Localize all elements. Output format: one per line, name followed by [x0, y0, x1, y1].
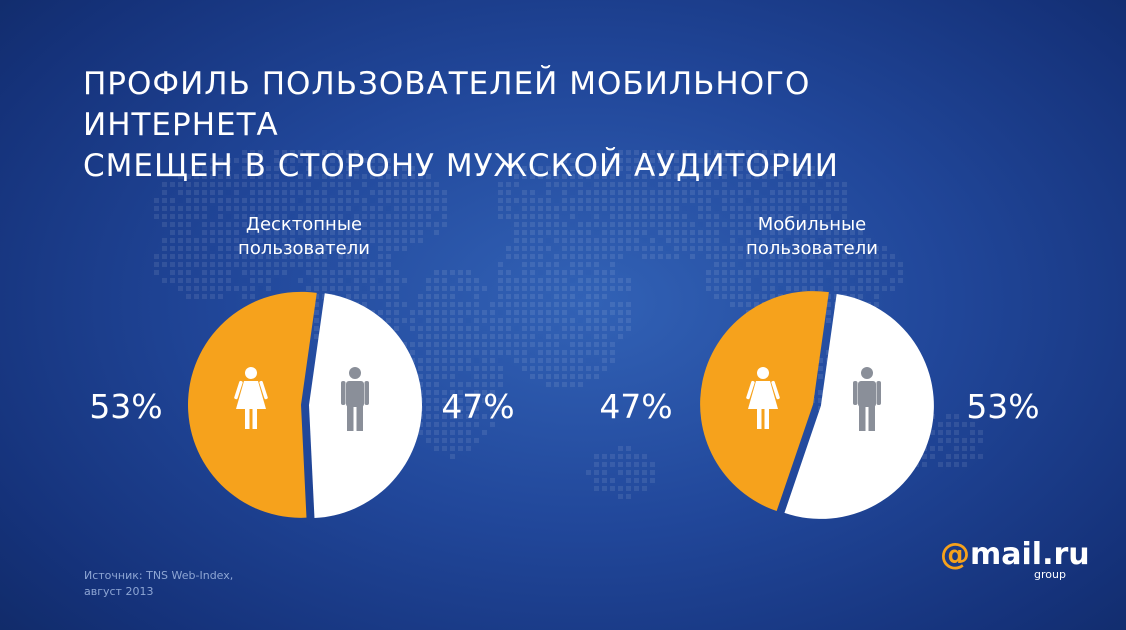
- page-title-line-2: СМЕЩЕН В СТОРОНУ МУЖСКОЙ АУДИТОРИИ: [83, 148, 839, 184]
- desktop-male-slice: [308, 293, 422, 519]
- logo-at-icon: @: [940, 537, 970, 572]
- source-note-line-2: август 2013: [84, 585, 154, 598]
- mobile-male-percent-label: 53%: [966, 387, 1039, 426]
- desktop-chart-title: Десктопные пользователи: [184, 213, 424, 261]
- logo-subtext: group: [1034, 568, 1066, 581]
- desktop-male-person-icon: [341, 367, 369, 431]
- mobile-chart-title-line-2: пользователи: [746, 238, 878, 259]
- desktop-female-percent-label: 53%: [89, 387, 162, 426]
- logo-wordmark: @mail.ru: [940, 538, 1090, 572]
- source-note: Источник: TNS Web-Index, август 2013: [84, 568, 233, 600]
- desktop-chart-title-line-1: Десктопные: [245, 214, 363, 235]
- page-title-line-1: ПРОФИЛЬ ПОЛЬЗОВАТЕЛЕЙ МОБИЛЬНОГО ИНТЕРНЕ…: [83, 66, 811, 143]
- desktop-female-person-icon: [234, 367, 268, 429]
- mobile-chart-title: Мобильные пользователи: [692, 213, 932, 261]
- desktop-chart-title-line-2: пользователи: [238, 238, 370, 259]
- mobile-female-person-icon: [746, 367, 780, 429]
- mobile-female-percent-label: 47%: [599, 387, 672, 426]
- mailru-group-logo: @mail.ru group: [940, 538, 1090, 586]
- desktop-pie-chart: 53% 47%: [89, 291, 515, 519]
- source-note-line-1: Источник: TNS Web-Index,: [84, 569, 234, 582]
- mobile-chart-title-line-1: Мобильные: [757, 214, 867, 235]
- page-title: ПРОФИЛЬ ПОЛЬЗОВАТЕЛЕЙ МОБИЛЬНОГО ИНТЕРНЕ…: [83, 64, 983, 187]
- mobile-pie-chart: 47% 53%: [599, 291, 1040, 519]
- world-map-dots: [154, 150, 983, 499]
- logo-text: mail.ru: [970, 537, 1090, 572]
- desktop-male-percent-label: 47%: [441, 387, 514, 426]
- mobile-male-person-icon: [853, 367, 881, 431]
